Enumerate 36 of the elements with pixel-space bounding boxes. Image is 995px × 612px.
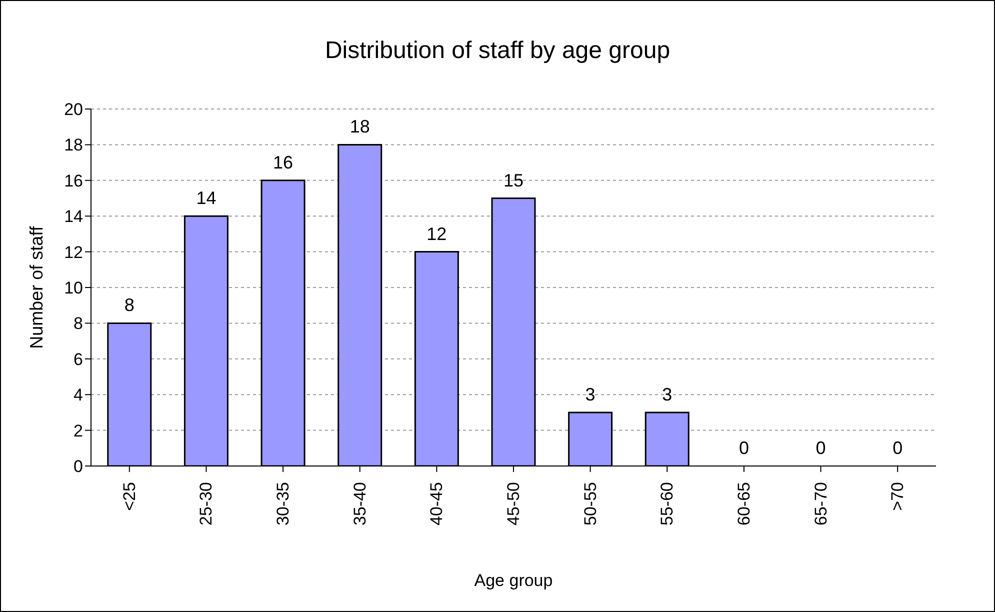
x-tick-label: 40-45 [427,482,446,526]
y-tick-label: 10 [64,278,83,298]
data-label: 0 [816,438,826,458]
x-tick-label: 60-65 [734,482,754,526]
x-tick-label: 65-70 [811,482,830,526]
data-label: 14 [196,188,216,208]
data-label: 0 [892,438,903,458]
data-label: 3 [662,384,672,404]
x-tick-label: 50-55 [580,482,600,526]
data-label: 3 [585,384,596,404]
x-axis-title: Age group [474,571,553,590]
x-tick-label: <25 [120,482,139,511]
y-tick-label: 20 [64,100,83,120]
y-tick-label: 4 [74,386,83,405]
x-tick-label: 25-30 [196,482,216,526]
y-tick-label: 0 [74,457,83,476]
y-tick-label: 14 [64,207,83,226]
x-tick-label: 45-50 [504,482,523,526]
data-label: 12 [426,224,447,244]
x-tick-label: 35-40 [350,482,370,526]
data-label: 8 [124,295,134,316]
data-label: 0 [738,438,749,458]
data-label: 18 [350,116,370,137]
y-tick-label: 6 [74,350,83,369]
y-axis-title: Number of staff [26,225,46,349]
y-tick-label: 18 [64,136,83,155]
x-tick-label: >70 [888,482,908,511]
y-tick-label: 12 [64,242,83,262]
x-tick-label: 55-60 [658,482,677,526]
data-label: 16 [273,152,294,172]
y-tick-label: 8 [74,314,83,334]
x-tick-label: 30-35 [274,482,293,526]
chart-title: Distribution of staff by age group [324,37,672,65]
y-tick-label: 16 [64,171,83,190]
data-label: 15 [503,170,524,190]
y-tick-label: 2 [74,421,83,440]
